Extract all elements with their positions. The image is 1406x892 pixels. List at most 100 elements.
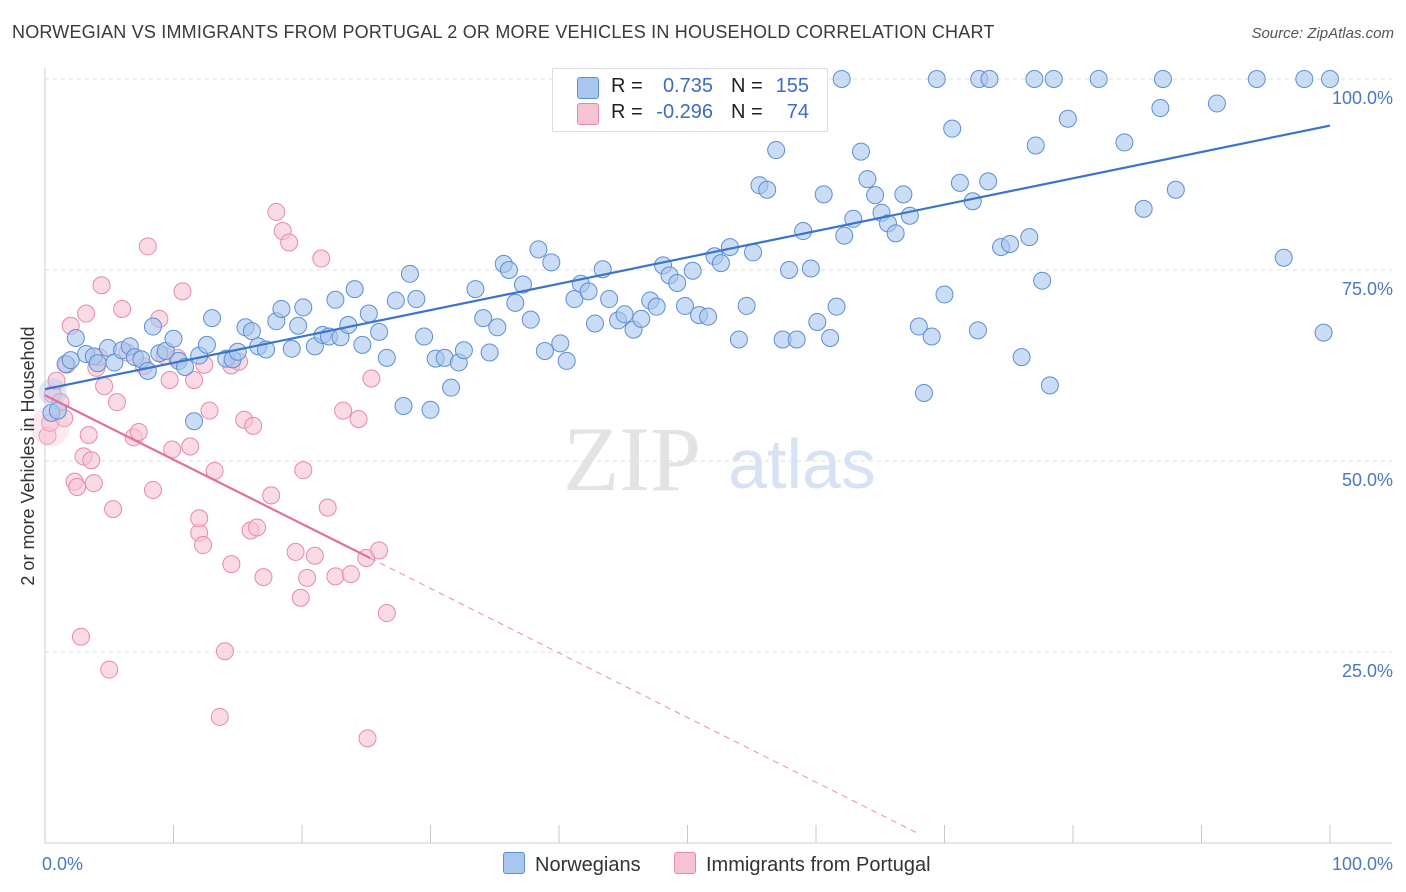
norwegian-point [565, 290, 584, 309]
norwegian-point [394, 396, 413, 415]
portugal-point [248, 518, 267, 537]
legend-swatch-pink [577, 103, 599, 125]
norwegian-point [242, 322, 261, 341]
series-norwegians [38, 70, 1339, 431]
portugal-point [312, 249, 331, 268]
portugal-point [286, 542, 305, 561]
portugal-point [334, 401, 353, 420]
portugal-point [82, 451, 101, 470]
norwegian-point [370, 322, 389, 341]
x-tick-label: 0.0% [42, 854, 83, 874]
norwegian-point [1012, 348, 1031, 367]
portugal-point [210, 707, 229, 726]
norwegian-point [407, 290, 426, 309]
portugal-point [318, 498, 337, 517]
norwegian-point [176, 358, 195, 377]
norwegian-point [787, 330, 806, 349]
portugal-point [262, 486, 281, 505]
norwegian-point [400, 264, 419, 283]
norwegian-point [935, 285, 954, 304]
norwegian-point [632, 309, 651, 328]
norwegian-point [914, 384, 933, 403]
norwegian-point [529, 240, 548, 259]
portugal-point [349, 409, 368, 428]
portugal-point [305, 546, 324, 565]
norwegian-point [1153, 70, 1172, 88]
portugal-point [71, 627, 90, 646]
x-tick-label: 100.0% [1332, 854, 1393, 874]
portugal-point [95, 377, 114, 396]
norwegian-point [1020, 228, 1039, 247]
legend-row-norwegians: R = 0.735 N = 155 [553, 74, 827, 100]
norwegian-point [282, 339, 301, 358]
portugal-point [173, 282, 192, 301]
norwegian-point [615, 305, 634, 324]
norwegian-point [359, 304, 378, 323]
watermark-atlas: atlas [728, 425, 876, 503]
trend-line-portugal-extension [369, 557, 920, 835]
norwegian-point [506, 293, 525, 312]
norwegian-point [767, 141, 786, 160]
norwegian-point [851, 142, 870, 161]
series-immigrants-from-portugal [30, 202, 396, 748]
portugal-point [377, 604, 396, 623]
y-tick-label: 25.0% [1342, 661, 1393, 681]
norwegian-point [821, 328, 840, 347]
legend-label-norwegians: Norwegians [535, 854, 641, 876]
norwegian-point [377, 348, 396, 367]
legend-item-norwegians[interactable]: Norwegians [503, 852, 641, 877]
norwegian-point [1044, 70, 1063, 88]
norwegian-point [535, 341, 554, 360]
norwegian-point [1207, 94, 1226, 113]
norwegian-point [927, 70, 946, 88]
norwegian-point [197, 335, 216, 354]
norwegian-point [794, 222, 813, 241]
norwegian-point [345, 280, 364, 299]
norwegian-point [138, 361, 157, 380]
portugal-point [104, 500, 123, 519]
norwegian-point [1040, 376, 1059, 395]
portugal-point [326, 567, 345, 586]
norwegian-point [909, 317, 928, 336]
norwegian-point [1314, 323, 1333, 342]
norwegian-point [542, 253, 561, 272]
stats-legend: R = 0.735 N = 155 R = -0.296 N = 74 [552, 68, 828, 132]
norwegian-point [203, 309, 222, 328]
trend-line-portugal [44, 394, 371, 560]
legend-label-portugal: Immigrants from Portugal [706, 854, 931, 876]
portugal-point [362, 369, 381, 388]
portugal-point [254, 568, 273, 587]
norwegian-point [1025, 70, 1044, 88]
norwegian-point [499, 261, 518, 279]
norwegian-point [185, 412, 204, 431]
portugal-point [84, 474, 103, 493]
legend-n-label: N = [731, 101, 763, 123]
norwegian-point [326, 290, 345, 309]
norwegian-point [683, 261, 702, 280]
norwegian-point [1115, 133, 1134, 152]
norwegian-point [835, 226, 854, 245]
norwegian-point [647, 297, 666, 316]
portugal-point [358, 729, 377, 748]
norwegian-point [415, 327, 434, 346]
source-attribution: Source: ZipAtlas.com [1251, 25, 1394, 42]
legend-n-value: 74 [786, 101, 809, 123]
series-legend: Norwegians Immigrants from Portugal [0, 852, 1406, 878]
legend-item-portugal[interactable]: Immigrants from Portugal [674, 852, 931, 877]
norwegian-point [421, 400, 440, 419]
portugal-point [222, 555, 241, 574]
norwegian-point [699, 307, 718, 326]
portugal-point [68, 477, 87, 496]
portugal-point [129, 422, 148, 441]
norwegian-point [1274, 248, 1293, 267]
legend-r-value: -0.296 [656, 101, 713, 123]
legend-swatch-portugal [674, 852, 696, 874]
norwegian-point [143, 317, 162, 336]
norwegian-point [1166, 180, 1185, 199]
y-tick-label: 50.0% [1342, 470, 1393, 490]
norwegian-point [866, 186, 885, 205]
norwegian-point [922, 327, 941, 346]
portugal-point [341, 565, 360, 584]
norwegian-point [832, 70, 851, 88]
norwegian-point [294, 298, 313, 317]
